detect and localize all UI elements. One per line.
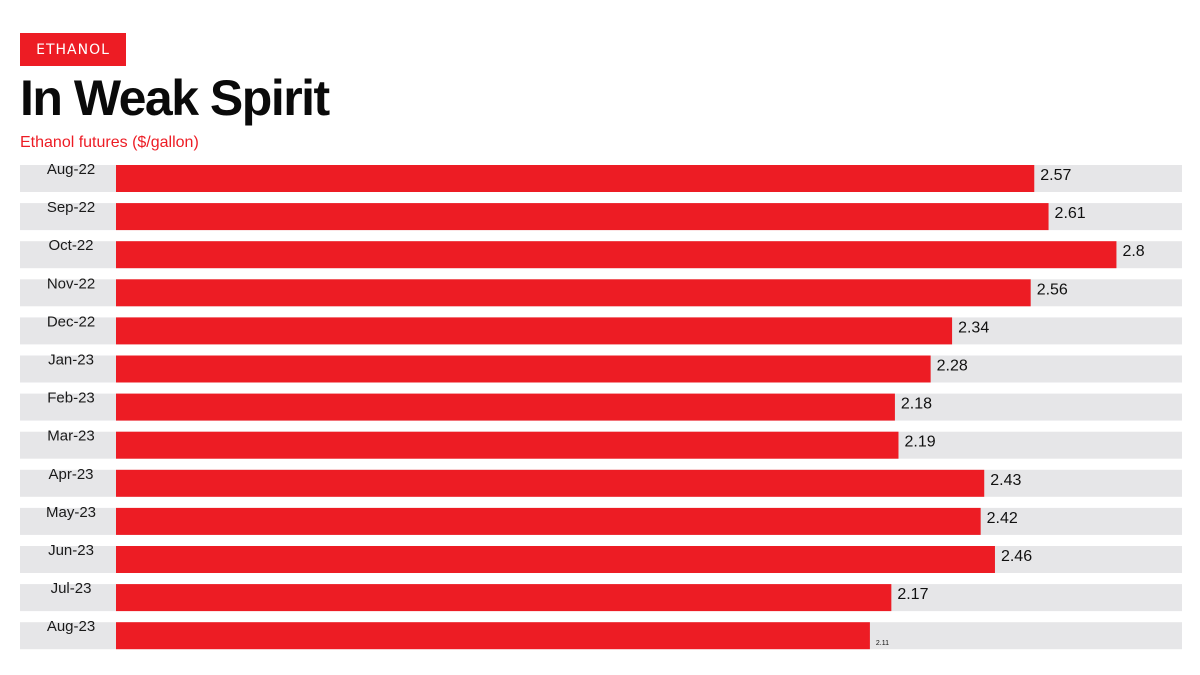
value-label: 2.18 [901, 396, 932, 413]
bar-dec-22 [116, 317, 953, 345]
value-label: 2.57 [1040, 167, 1071, 184]
value-label: 2.28 [937, 358, 968, 375]
value-label: 2.34 [958, 319, 989, 336]
category-label: Nov-22 [47, 275, 95, 292]
chart-subtitle: Ethanol futures ($/gallon) [20, 134, 199, 151]
category-label: Feb-23 [47, 390, 95, 407]
category-label: Sep-22 [47, 199, 95, 216]
value-label: 2.8 [1122, 243, 1144, 260]
category-label: May-23 [46, 504, 96, 521]
bar-nov-22 [116, 279, 1031, 307]
value-label: 2.56 [1037, 281, 1068, 298]
value-label: 2.46 [1001, 548, 1032, 565]
category-label: Oct-22 [48, 237, 93, 254]
category-label: Aug-22 [47, 161, 95, 178]
category-label: Jul-23 [51, 580, 92, 597]
bar-mar-23 [116, 431, 899, 459]
value-label: 2.61 [1055, 205, 1086, 222]
bar-jan-23 [116, 355, 931, 383]
category-tag: ETHANOL [20, 33, 126, 66]
bar-apr-23 [116, 469, 985, 497]
bar-jun-23 [116, 546, 995, 573]
value-label: 2.17 [897, 586, 928, 603]
category-label: Jun-23 [48, 542, 94, 559]
value-label: 2.42 [987, 510, 1018, 527]
category-label: Apr-23 [48, 466, 93, 483]
bar-oct-22 [116, 241, 1117, 269]
category-label: Mar-23 [47, 428, 95, 445]
category-label: Dec-22 [47, 313, 95, 330]
category-label: Aug-23 [47, 618, 95, 635]
bar-may-23 [116, 507, 981, 535]
bar-feb-23 [116, 393, 895, 421]
bar-jul-23 [116, 584, 892, 612]
category-label: Jan-23 [48, 352, 94, 369]
bar-aug-23 [116, 622, 870, 650]
value-label: 2.11 [876, 640, 889, 647]
value-label: 2.43 [990, 472, 1021, 489]
bar-aug-22 [116, 165, 1035, 192]
chart-title: In Weak Spirit [20, 70, 330, 126]
bar-sep-22 [116, 203, 1049, 231]
value-label: 2.19 [904, 434, 935, 451]
